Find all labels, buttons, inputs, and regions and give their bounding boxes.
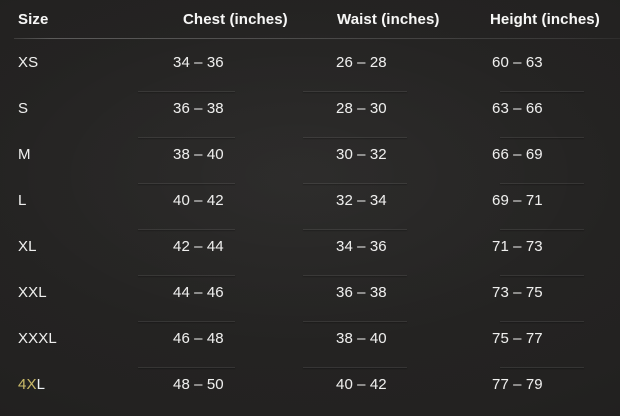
cell-chest: 38 – 40: [138, 136, 320, 163]
cell-size: L: [18, 191, 27, 209]
table-row: M 38 – 40 30 – 32 66 – 69: [0, 131, 620, 177]
table-row: XS 34 – 36 26 – 28 60 – 63: [0, 39, 620, 85]
column-header-waist: Waist (inches): [337, 11, 440, 28]
table-header: Size Chest (inches) Waist (inches) Heigh…: [0, 0, 620, 38]
cell-chest: 44 – 46: [138, 274, 320, 301]
cell-waist: 26 – 28: [336, 53, 387, 71]
cell-waist: 34 – 36: [303, 228, 470, 255]
size-label-segment: 4X: [18, 375, 37, 393]
cell-height: 73 – 75: [470, 274, 620, 301]
cell-chest: 46 – 48: [138, 320, 320, 347]
cell-size: M: [18, 145, 31, 163]
cell-waist: 36 – 38: [303, 274, 470, 301]
cell-waist: 32 – 34: [303, 182, 470, 209]
cell-chest: 36 – 38: [138, 90, 320, 117]
cell-height: 71 – 73: [470, 228, 620, 255]
cell-chest: 40 – 42: [138, 182, 320, 209]
table-row: L 40 – 42 32 – 34 69 – 71: [0, 177, 620, 223]
column-header-height: Height (inches): [490, 11, 600, 28]
table-row: XXL 44 – 46 36 – 38 73 – 75: [0, 269, 620, 315]
cell-size: S: [18, 99, 29, 117]
cell-size: XL: [18, 237, 37, 255]
cell-size: XXXL: [18, 329, 57, 347]
cell-height: 77 – 79: [470, 366, 620, 393]
column-header-size: Size: [18, 11, 49, 28]
header-divider: [14, 38, 620, 39]
table-row: 4XL 48 – 50 40 – 42 77 – 79: [0, 361, 620, 407]
cell-size: XS: [18, 53, 39, 71]
cell-height: 60 – 63: [492, 53, 543, 71]
size-label-segment: L: [36, 375, 46, 393]
cell-chest: 34 – 36: [173, 53, 224, 71]
cell-waist: 30 – 32: [303, 136, 470, 163]
cell-chest: 42 – 44: [138, 228, 320, 255]
cell-waist: 28 – 30: [303, 90, 470, 117]
cell-size: 4XL: [0, 376, 165, 393]
table-body: XS 34 – 36 26 – 28 60 – 63 S 36 – 38 28 – 30 63…: [0, 39, 620, 407]
column-header-chest: Chest (inches): [183, 11, 288, 28]
cell-height: 75 – 77: [470, 320, 620, 347]
cell-size: XXL: [18, 283, 47, 301]
cell-height: 63 – 66: [470, 90, 620, 117]
table-row: XXXL 46 – 48 38 – 40 75 – 77: [0, 315, 620, 361]
cell-waist: 38 – 40: [303, 320, 470, 347]
table-row: XL 42 – 44 34 – 36 71 – 73: [0, 223, 620, 269]
table-row: S 36 – 38 28 – 30 63 – 66: [0, 85, 620, 131]
cell-waist: 40 – 42: [303, 366, 470, 393]
cell-chest: 48 – 50: [138, 366, 320, 393]
cell-height: 69 – 71: [470, 182, 620, 209]
cell-height: 66 – 69: [470, 136, 620, 163]
